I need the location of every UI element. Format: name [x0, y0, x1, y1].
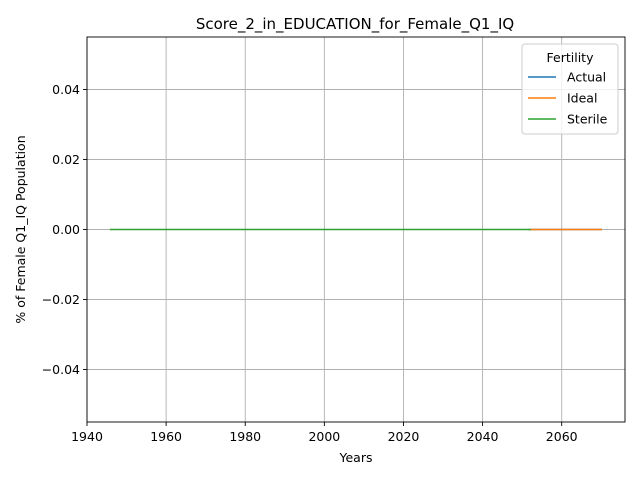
- legend-label-ideal: Ideal: [567, 91, 597, 106]
- y-tick-label: −0.02: [42, 292, 80, 307]
- chart-title: Score_2_in_EDUCATION_for_Female_Q1_IQ: [196, 15, 514, 34]
- y-tick-label: 0.02: [52, 152, 80, 167]
- x-tick-label: 1980: [229, 429, 261, 444]
- y-tick-label: 0.04: [52, 82, 80, 97]
- axis-ticks: 1940 1960 1980 2000 2020 2040 2060 −0.04 −0.02 0.…: [42, 82, 578, 444]
- legend-label-sterile: Sterile: [567, 112, 608, 127]
- x-axis-label: Years: [339, 450, 373, 465]
- x-tick-label: 1940: [71, 429, 103, 444]
- x-tick-label: 2000: [308, 429, 340, 444]
- x-tick-label: 2040: [467, 429, 499, 444]
- y-tick-label: −0.04: [42, 362, 80, 377]
- legend-title: Fertility: [547, 50, 595, 65]
- y-tick-label: 0.00: [52, 222, 80, 237]
- x-tick-label: 2060: [546, 429, 578, 444]
- y-axis-label: % of Female Q1_IQ Population: [13, 135, 28, 323]
- legend: Fertility Actual Ideal Sterile: [521, 43, 619, 135]
- x-tick-label: 2020: [388, 429, 420, 444]
- x-tick-label: 1960: [150, 429, 182, 444]
- legend-box: [521, 43, 619, 135]
- legend-label-actual: Actual: [567, 70, 606, 85]
